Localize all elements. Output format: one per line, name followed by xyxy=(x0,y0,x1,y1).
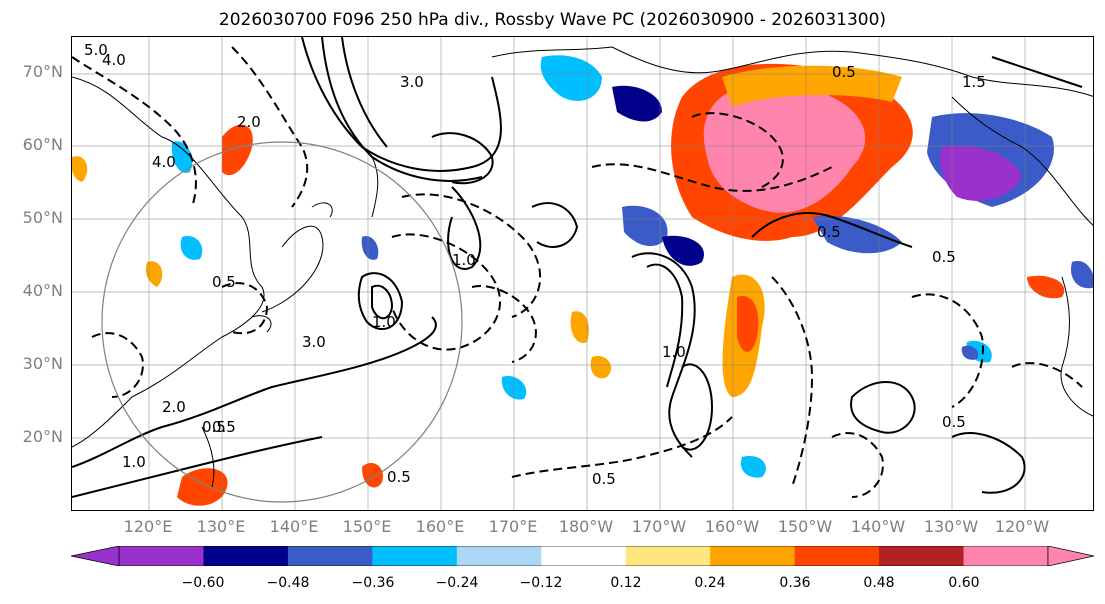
negative-divergence-area xyxy=(622,205,668,247)
lon-label: 170°W xyxy=(631,517,687,536)
colorbar-tick-label: −0.36 xyxy=(351,575,395,591)
coastlines xyxy=(72,46,1093,488)
positive-divergence-area xyxy=(590,356,612,379)
colorbar-segments xyxy=(118,546,1049,566)
contour-label: 1.5 xyxy=(962,73,986,91)
colorbar-segment xyxy=(963,546,1049,566)
colorbar-segment xyxy=(456,546,542,566)
negative-divergence-area xyxy=(1071,261,1093,289)
lon-label: 130°E xyxy=(196,517,246,536)
contour-label: 0.5 xyxy=(387,468,411,486)
lat-label: 70°N xyxy=(22,62,63,81)
contour-label: 0.5 xyxy=(832,63,856,81)
colorbar-segment xyxy=(710,546,796,566)
contour-label: 4.0 xyxy=(102,51,126,69)
lat-label: 20°N xyxy=(22,427,63,446)
contour-label: 4.0 xyxy=(152,153,176,171)
map-svg: 5.0 4.0 3.0 3.0 2.0 4.0 1.0 0.5 1.0 0.5 … xyxy=(72,37,1093,510)
colorbar-left-extension xyxy=(71,546,120,566)
contour-label: 2.0 xyxy=(162,398,186,416)
colorbar-tick-label: 0.24 xyxy=(694,575,726,591)
colorbar-tick-label: −0.24 xyxy=(435,575,479,591)
colorbar xyxy=(71,546,1094,566)
contour-label: 0.5 xyxy=(212,273,236,291)
negative-divergence-area xyxy=(961,345,979,360)
contour-label: 0.5 xyxy=(592,470,616,488)
positive-divergence-area xyxy=(737,296,759,352)
negative-contours xyxy=(72,46,1083,498)
positive-divergence-area xyxy=(222,124,253,176)
lat-label: 60°N xyxy=(22,135,63,154)
colorbar-segment xyxy=(372,546,458,566)
contour-label: 3.0 xyxy=(302,333,326,351)
lon-label: 140°E xyxy=(269,517,319,536)
positive-divergence-area xyxy=(72,156,88,182)
colorbar-segment xyxy=(119,546,204,566)
map-panel: 5.0 4.0 3.0 3.0 2.0 4.0 1.0 0.5 1.0 0.5 … xyxy=(71,36,1094,511)
contour-label: 1.0 xyxy=(372,313,396,331)
contour-label: 0.5 xyxy=(817,223,841,241)
colorbar-tick-label: −0.48 xyxy=(266,575,310,591)
contour-label: 3.0 xyxy=(400,73,424,91)
positive-divergence-core xyxy=(703,83,866,213)
colorbar-tick-label: −0.12 xyxy=(519,575,563,591)
lon-label: 170°E xyxy=(488,517,538,536)
contour-label: 0.5 xyxy=(202,418,226,436)
contour-label: 0.5 xyxy=(932,248,956,266)
lon-label: 150°E xyxy=(342,517,392,536)
positive-divergence-area xyxy=(722,65,902,107)
negative-divergence-area xyxy=(612,85,662,122)
reference-circle xyxy=(101,141,463,503)
contour-label: 0.5 xyxy=(212,418,236,436)
contour-label: 1.0 xyxy=(452,251,476,269)
negative-divergence-area xyxy=(940,145,1022,201)
positive-divergence-area xyxy=(177,468,228,506)
colorbar-segment xyxy=(794,546,880,566)
colorbar-tick-label: 0.12 xyxy=(610,575,642,591)
lat-label: 30°N xyxy=(22,354,63,373)
contour-label: 2.0 xyxy=(237,113,261,131)
negative-divergence-area xyxy=(180,236,203,260)
contour-label: 1.0 xyxy=(662,343,686,361)
negative-divergence-area xyxy=(361,236,379,260)
positive-divergence-area xyxy=(570,311,589,343)
positive-divergence-area xyxy=(362,462,383,488)
chart-title: 2026030700 F096 250 hPa div., Rossby Wav… xyxy=(218,10,887,30)
contour-label: 0.5 xyxy=(942,413,966,431)
positive-divergence-area xyxy=(145,261,163,287)
contour-label: 5.0 xyxy=(84,41,108,59)
contour-label: 1.0 xyxy=(122,453,146,471)
lat-label: 50°N xyxy=(22,208,63,227)
positive-contours xyxy=(72,37,1083,498)
lon-label: 140°W xyxy=(850,517,906,536)
negative-divergence-area xyxy=(812,215,902,254)
lon-label: 120°W xyxy=(994,517,1050,536)
colorbar-tick-label: 0.48 xyxy=(863,575,895,591)
colorbar-segment xyxy=(879,546,965,566)
lon-label: 120°E xyxy=(123,517,173,536)
negative-divergence-area xyxy=(740,456,766,478)
lon-label: 160°W xyxy=(704,517,760,536)
lon-label: 130°W xyxy=(923,517,979,536)
colorbar-right-extension xyxy=(1047,546,1094,566)
colorbar-segment xyxy=(541,546,627,566)
colorbar-segment xyxy=(625,546,711,566)
colorbar-tick-label: 0.60 xyxy=(948,575,980,591)
positive-divergence-area xyxy=(1027,275,1065,299)
lon-label: 180°W xyxy=(558,517,614,536)
negative-divergence-area xyxy=(171,141,193,173)
negative-divergence-area xyxy=(540,55,602,101)
lon-label: 150°W xyxy=(777,517,833,536)
lat-label: 40°N xyxy=(22,281,63,300)
colorbar-segment xyxy=(203,546,289,566)
negative-divergence-area xyxy=(662,235,704,266)
colorbar-tick-label: −0.60 xyxy=(181,575,225,591)
colorbar-tick-label: 0.36 xyxy=(779,575,811,591)
lon-label: 160°E xyxy=(415,517,465,536)
colorbar-segment xyxy=(287,546,373,566)
